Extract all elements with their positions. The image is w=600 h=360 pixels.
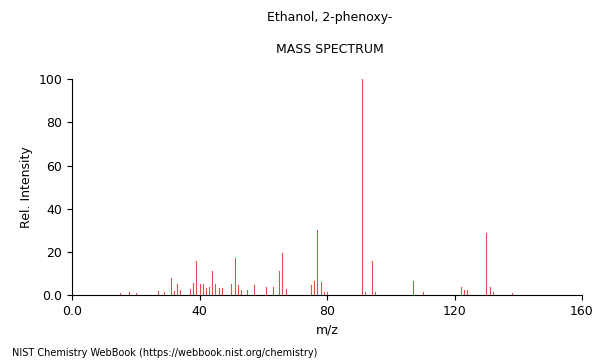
X-axis label: m/z: m/z xyxy=(316,324,338,337)
Text: Ethanol, 2-phenoxy-: Ethanol, 2-phenoxy- xyxy=(268,11,392,24)
Text: NIST Chemistry WebBook (https://webbook.nist.org/chemistry): NIST Chemistry WebBook (https://webbook.… xyxy=(12,348,317,358)
Y-axis label: Rel. Intensity: Rel. Intensity xyxy=(20,146,33,228)
Text: MASS SPECTRUM: MASS SPECTRUM xyxy=(276,43,384,56)
